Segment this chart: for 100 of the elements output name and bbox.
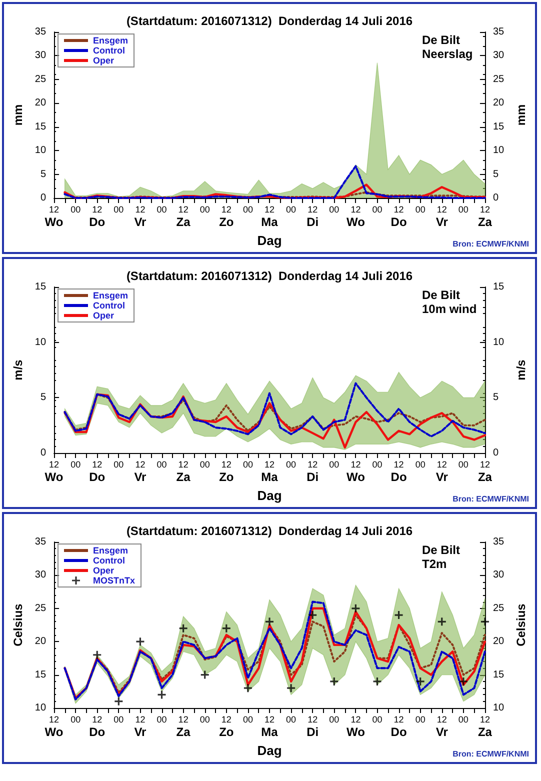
x-tick-label: 12 Do [89, 714, 106, 739]
x-tick-label: 12 Do [89, 460, 106, 484]
x-tick-label: 00 [156, 460, 167, 470]
legend-label: Ensgem [93, 290, 128, 300]
point [200, 670, 209, 679]
annotation: Neerslag [422, 47, 473, 61]
x-tick-label: 00 [242, 460, 253, 470]
y-tick-label: 30 [34, 570, 46, 581]
point [179, 624, 188, 632]
x-tick-label: 12 Vr [134, 204, 147, 229]
legend-label: Oper [93, 310, 115, 320]
y-tick-label: 5 [40, 392, 46, 404]
x-tick-label: 12 Wo [346, 204, 365, 229]
x-tick-label: 00 [286, 204, 296, 214]
x-tick-label: 00 [458, 714, 468, 724]
point [136, 638, 144, 646]
y-tick-label: 0 [40, 448, 46, 458]
annotation: De Bilt [422, 288, 460, 302]
y-tick-label: 20 [34, 98, 46, 109]
x-tick-label: 12 Do [390, 714, 407, 739]
y-tick-label: 35 [34, 26, 46, 38]
x-tick-label: 12 Vr [134, 714, 147, 739]
x-tick-label: 00 [114, 204, 124, 214]
legend-label: MOSTnTx [93, 576, 135, 586]
x-tick-label: 12 Zo [219, 204, 234, 229]
x-tick-label: 12 Ma [261, 204, 278, 229]
line-series [64, 184, 486, 200]
point [373, 677, 382, 686]
x-tick-label: 12 Zo [219, 460, 234, 484]
annotation: De Bilt [422, 543, 460, 557]
x-tick-label: 12 Ma [261, 460, 278, 484]
x-tick-label: 12 Zo [219, 714, 234, 739]
line-series [64, 382, 486, 438]
point [394, 611, 403, 620]
y2-tick-label: 20 [492, 636, 505, 648]
x-tick-label: 12 Di [306, 460, 319, 484]
chart-title: (Startdatum: 2016071312) Donderdag 14 Juli 2016 [126, 14, 413, 28]
text: Bron: ECMWF/KNMI [452, 240, 530, 248]
x-tick-label: 12 Do [89, 204, 106, 229]
point [308, 611, 317, 620]
x-tick-label: 12 Za [478, 714, 492, 739]
point [287, 684, 296, 692]
x-tick-label: 12 Za [176, 714, 191, 739]
x-tick-label: 00 [458, 204, 468, 214]
y2-tick-label: 10 [492, 336, 505, 348]
y-tick-label: 0 [40, 192, 46, 204]
y-tick-label: 20 [34, 636, 46, 648]
y2-axis-title: Celsius [514, 603, 528, 646]
legend-label: Oper [93, 56, 115, 66]
x-tick-label: 00 [372, 460, 382, 470]
x-tick-label: 12 Do [390, 204, 407, 229]
y2-axis-title: mm [514, 104, 528, 126]
y-tick-label: 10 [34, 336, 46, 348]
legend-label: Control [93, 46, 125, 56]
x-tick-label: 00 [329, 460, 340, 470]
x-tick-label: 00 [458, 460, 468, 470]
y2-tick-label: 25 [492, 602, 505, 614]
y2-tick-label: 15 [492, 669, 505, 680]
x-tick-label: 00 [114, 714, 124, 724]
y2-tick-label: 35 [492, 536, 505, 548]
x-tick-label: 00 [200, 460, 210, 470]
chart-title: (Startdatum: 2016071312) Donderdag 14 Juli 2016 [126, 269, 413, 283]
y-tick-label: 10 [34, 702, 46, 714]
x-tick-label: 00 [200, 204, 210, 214]
legend-label: Oper [93, 566, 115, 576]
y-tick-label: 5 [40, 168, 46, 180]
y2-tick-label: 30 [492, 570, 505, 581]
x-tick-label: 12 Wo [346, 714, 365, 739]
y-tick-label: 30 [34, 50, 46, 62]
x-tick-label: 12 Vr [436, 460, 448, 484]
point [480, 618, 489, 626]
x-tick-label: 00 [415, 714, 426, 724]
y2-tick-label: 35 [492, 26, 505, 38]
y2-tick-label: 5 [492, 168, 499, 180]
text: Bron: ECMWF/KNMI [452, 750, 530, 758]
x-tick-label: 12 Za [478, 460, 492, 484]
x-tick-label: 12 Vr [134, 460, 147, 484]
point [330, 677, 338, 686]
y2-tick-label: 5 [492, 392, 499, 404]
y-tick-label: 15 [34, 669, 46, 680]
line-series [64, 393, 486, 432]
x-tick-label: 00 [286, 460, 296, 470]
x-tick-label: 00 [286, 714, 296, 724]
point [416, 677, 424, 686]
text: Bron: ECMWF/KNMI [452, 494, 530, 504]
y-axis-title: m/s [11, 359, 25, 380]
y-tick-label: 15 [34, 121, 46, 132]
x-tick-label: 00 [156, 204, 167, 214]
point [114, 697, 123, 706]
x-tick-label: 12 Vr [436, 204, 448, 229]
x-axis-title: Dag [257, 233, 282, 248]
chart-title: (Startdatum: 2016071312) Donderdag 14 Juli 2016 [126, 524, 413, 538]
point [93, 650, 102, 659]
x-tick-label: 00 [415, 460, 426, 470]
y-tick-label: 25 [34, 602, 46, 614]
y2-tick-label: 10 [492, 702, 505, 714]
line-series [64, 165, 486, 199]
x-tick-label: 00 [242, 714, 253, 724]
y2-tick-label: 0 [492, 192, 499, 204]
legend-label: Control [93, 300, 125, 310]
